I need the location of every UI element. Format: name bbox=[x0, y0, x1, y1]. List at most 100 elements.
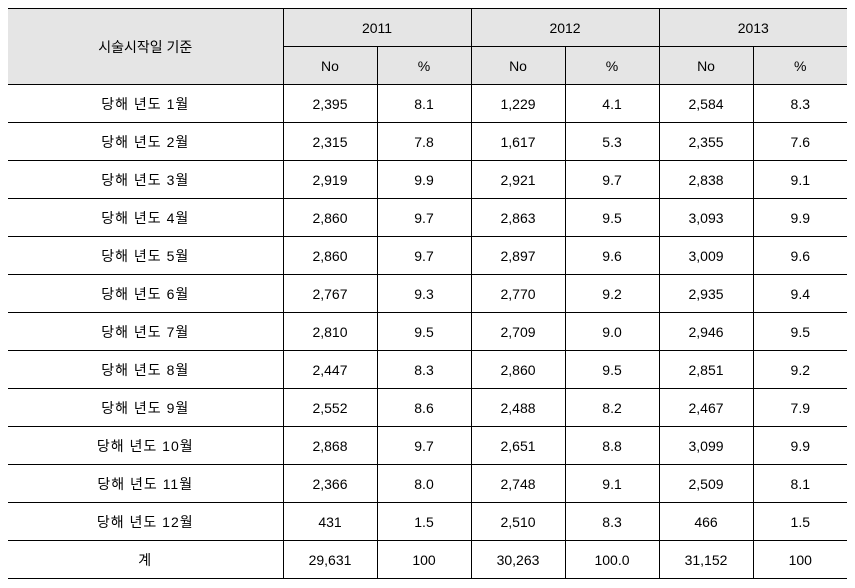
cell-2012-pct: 9.6 bbox=[565, 237, 659, 275]
cell-2013-no: 2,467 bbox=[659, 389, 753, 427]
table-row: 당해 년도 10월2,8689.72,6518.83,0999.9 bbox=[8, 427, 847, 465]
cell-2011-pct: 8.0 bbox=[377, 465, 471, 503]
cell-2012-no: 2,897 bbox=[471, 237, 565, 275]
row-label: 당해 년도 10월 bbox=[8, 427, 283, 465]
row-label: 당해 년도 7월 bbox=[8, 313, 283, 351]
data-table: 시술시작일 기준 2011 2012 2013 No % No % No % 당… bbox=[8, 8, 847, 579]
cell-2013-pct: 9.9 bbox=[753, 199, 847, 237]
table-row: 당해 년도 3월2,9199.92,9219.72,8389.1 bbox=[8, 161, 847, 199]
cell-2012-no: 2,921 bbox=[471, 161, 565, 199]
row-label: 당해 년도 3월 bbox=[8, 161, 283, 199]
table-row: 당해 년도 12월4311.52,5108.34661.5 bbox=[8, 503, 847, 541]
cell-2012-no: 2,488 bbox=[471, 389, 565, 427]
table-body: 당해 년도 1월2,3958.11,2294.12,5848.3당해 년도 2월… bbox=[8, 85, 847, 579]
table-row: 당해 년도 4월2,8609.72,8639.53,0939.9 bbox=[8, 199, 847, 237]
cell-2012-no: 30,263 bbox=[471, 541, 565, 579]
cell-2012-pct: 9.7 bbox=[565, 161, 659, 199]
cell-2011-no: 2,767 bbox=[283, 275, 377, 313]
table-row: 당해 년도 7월2,8109.52,7099.02,9469.5 bbox=[8, 313, 847, 351]
cell-2013-no: 2,946 bbox=[659, 313, 753, 351]
cell-2011-pct: 9.7 bbox=[377, 199, 471, 237]
cell-2011-pct: 7.8 bbox=[377, 123, 471, 161]
cell-2011-no: 2,366 bbox=[283, 465, 377, 503]
row-label: 당해 년도 2월 bbox=[8, 123, 283, 161]
cell-2011-no: 29,631 bbox=[283, 541, 377, 579]
cell-2012-pct: 4.1 bbox=[565, 85, 659, 123]
cell-2012-pct: 9.5 bbox=[565, 351, 659, 389]
cell-2011-pct: 1.5 bbox=[377, 503, 471, 541]
cell-2013-pct: 8.1 bbox=[753, 465, 847, 503]
cell-2013-pct: 100 bbox=[753, 541, 847, 579]
cell-2013-no: 2,355 bbox=[659, 123, 753, 161]
cell-2012-pct: 8.8 bbox=[565, 427, 659, 465]
cell-2013-no: 2,935 bbox=[659, 275, 753, 313]
cell-2013-no: 3,099 bbox=[659, 427, 753, 465]
table-row: 당해 년도 1월2,3958.11,2294.12,5848.3 bbox=[8, 85, 847, 123]
cell-2013-no: 3,093 bbox=[659, 199, 753, 237]
cell-2012-no: 2,863 bbox=[471, 199, 565, 237]
cell-2013-no: 2,838 bbox=[659, 161, 753, 199]
cell-2013-pct: 9.1 bbox=[753, 161, 847, 199]
cell-2013-pct: 9.6 bbox=[753, 237, 847, 275]
sub-header-pct: % bbox=[753, 47, 847, 85]
sub-header-no: No bbox=[283, 47, 377, 85]
cell-2012-pct: 8.3 bbox=[565, 503, 659, 541]
cell-2012-pct: 100.0 bbox=[565, 541, 659, 579]
table-row: 당해 년도 2월2,3157.81,6175.32,3557.6 bbox=[8, 123, 847, 161]
cell-2012-no: 1,617 bbox=[471, 123, 565, 161]
table-row: 당해 년도 6월2,7679.32,7709.22,9359.4 bbox=[8, 275, 847, 313]
cell-2011-no: 431 bbox=[283, 503, 377, 541]
table-header: 시술시작일 기준 2011 2012 2013 No % No % No % bbox=[8, 9, 847, 85]
cell-2012-no: 2,770 bbox=[471, 275, 565, 313]
cell-2013-pct: 1.5 bbox=[753, 503, 847, 541]
cell-2012-pct: 5.3 bbox=[565, 123, 659, 161]
cell-2011-no: 2,860 bbox=[283, 237, 377, 275]
cell-2013-no: 2,509 bbox=[659, 465, 753, 503]
sub-header-pct: % bbox=[377, 47, 471, 85]
cell-2013-no: 2,851 bbox=[659, 351, 753, 389]
cell-2012-pct: 8.2 bbox=[565, 389, 659, 427]
row-label: 당해 년도 5월 bbox=[8, 237, 283, 275]
cell-2013-no: 2,584 bbox=[659, 85, 753, 123]
cell-2011-no: 2,919 bbox=[283, 161, 377, 199]
cell-2013-pct: 9.5 bbox=[753, 313, 847, 351]
table-row: 당해 년도 9월2,5528.62,4888.22,4677.9 bbox=[8, 389, 847, 427]
year-header-2011: 2011 bbox=[283, 9, 471, 47]
cell-2012-no: 2,748 bbox=[471, 465, 565, 503]
cell-2013-pct: 9.2 bbox=[753, 351, 847, 389]
cell-2012-pct: 9.2 bbox=[565, 275, 659, 313]
cell-2012-no: 2,510 bbox=[471, 503, 565, 541]
cell-2012-no: 1,229 bbox=[471, 85, 565, 123]
sub-header-pct: % bbox=[565, 47, 659, 85]
cell-2011-no: 2,447 bbox=[283, 351, 377, 389]
cell-2013-pct: 9.4 bbox=[753, 275, 847, 313]
cell-2011-pct: 8.3 bbox=[377, 351, 471, 389]
row-label: 계 bbox=[8, 541, 283, 579]
cell-2011-pct: 9.7 bbox=[377, 237, 471, 275]
row-label: 당해 년도 9월 bbox=[8, 389, 283, 427]
cell-2011-pct: 9.9 bbox=[377, 161, 471, 199]
cell-2011-pct: 9.7 bbox=[377, 427, 471, 465]
cell-2011-no: 2,860 bbox=[283, 199, 377, 237]
row-label: 당해 년도 12월 bbox=[8, 503, 283, 541]
row-label: 당해 년도 11월 bbox=[8, 465, 283, 503]
table-row: 계29,63110030,263100.031,152100 bbox=[8, 541, 847, 579]
row-label: 당해 년도 6월 bbox=[8, 275, 283, 313]
cell-2013-pct: 7.6 bbox=[753, 123, 847, 161]
cell-2011-pct: 9.5 bbox=[377, 313, 471, 351]
cell-2011-no: 2,810 bbox=[283, 313, 377, 351]
cell-2012-pct: 9.1 bbox=[565, 465, 659, 503]
cell-2013-pct: 8.3 bbox=[753, 85, 847, 123]
cell-2013-pct: 7.9 bbox=[753, 389, 847, 427]
year-header-2012: 2012 bbox=[471, 9, 659, 47]
cell-2012-no: 2,860 bbox=[471, 351, 565, 389]
year-header-2013: 2013 bbox=[659, 9, 847, 47]
cell-2011-no: 2,395 bbox=[283, 85, 377, 123]
cell-2011-pct: 9.3 bbox=[377, 275, 471, 313]
sub-header-no: No bbox=[659, 47, 753, 85]
table-row: 당해 년도 5월2,8609.72,8979.63,0099.6 bbox=[8, 237, 847, 275]
sub-header-no: No bbox=[471, 47, 565, 85]
cell-2011-no: 2,868 bbox=[283, 427, 377, 465]
cell-2013-no: 3,009 bbox=[659, 237, 753, 275]
cell-2011-pct: 8.6 bbox=[377, 389, 471, 427]
